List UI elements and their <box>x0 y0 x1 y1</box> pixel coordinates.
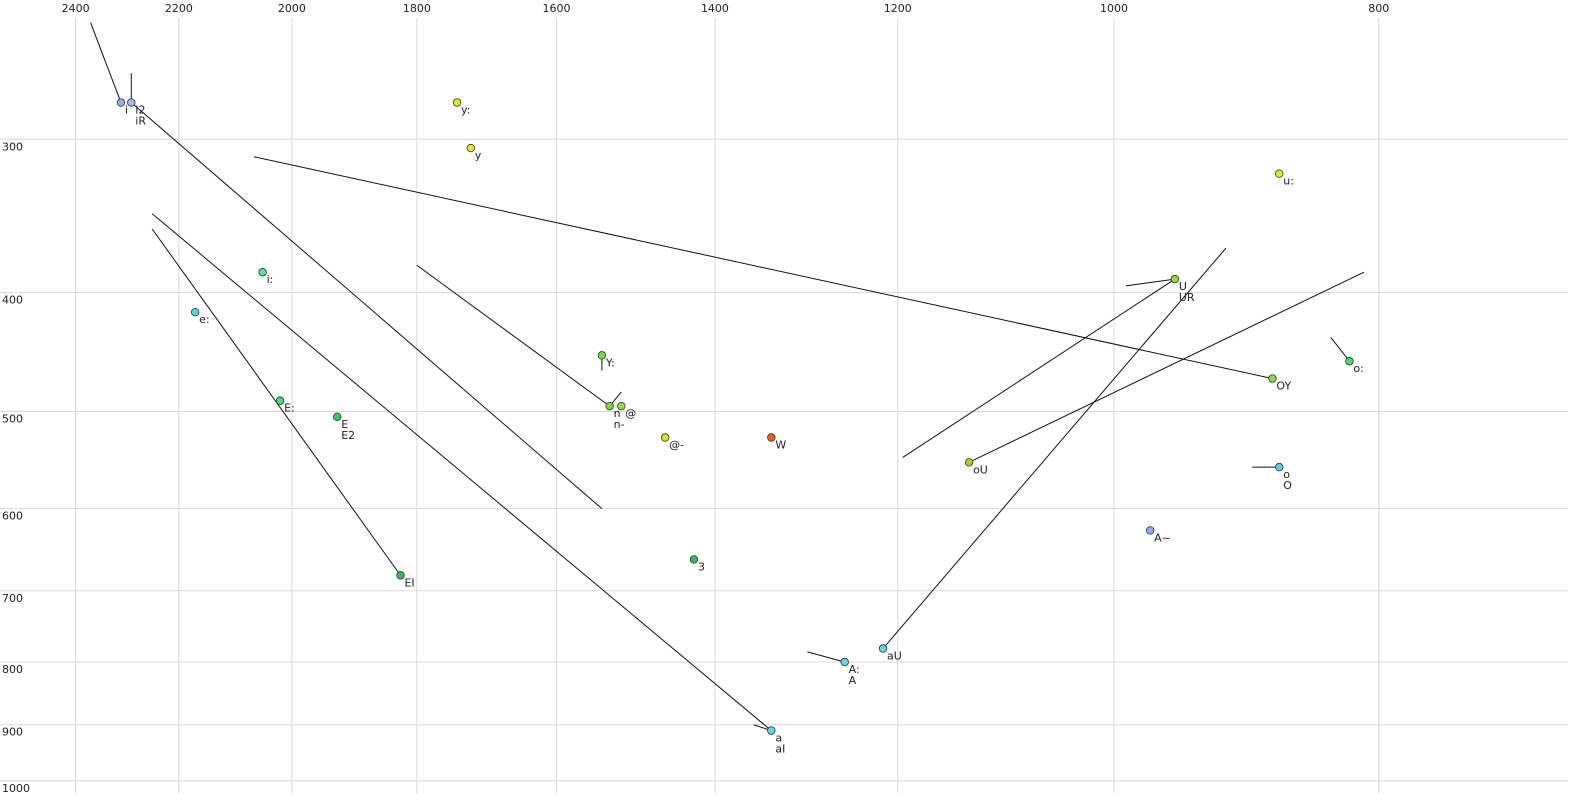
vowel-point <box>605 401 614 411</box>
trajectory <box>416 264 610 407</box>
vowel-label: E <box>341 418 348 431</box>
vowel-label: U <box>1179 280 1187 293</box>
vowel-point <box>396 571 405 580</box>
vowel-point <box>116 98 126 107</box>
vowel-label: W <box>775 439 786 452</box>
vowel-label: A <box>849 674 857 687</box>
x-tick-label: 2000 <box>278 2 306 15</box>
vowel-point <box>1145 526 1155 535</box>
vowel-label: a <box>775 732 782 745</box>
vowel-point <box>275 396 285 405</box>
trajectory <box>253 156 1273 380</box>
x-tick-label: 1800 <box>403 2 431 15</box>
y-tick-label: 700 <box>2 592 23 605</box>
vowel-label: i <box>125 104 128 117</box>
trajectory <box>882 247 1227 649</box>
vowel-label: n- <box>614 418 625 431</box>
x-tick-label: 1200 <box>884 2 912 15</box>
trajectory <box>1330 336 1350 362</box>
vowel-label: A~ <box>1154 531 1171 544</box>
vowel-label: i: <box>267 273 274 286</box>
vowel-point <box>258 268 267 277</box>
vowel-point <box>1345 357 1354 366</box>
vowel-point <box>840 657 849 667</box>
vowel-point <box>466 143 475 153</box>
vowel-label: 3 <box>698 560 705 573</box>
vowel-label: o: <box>1353 362 1363 375</box>
y-tick-label: 800 <box>2 663 23 676</box>
vowel-label: y: <box>461 104 470 117</box>
trajectory <box>902 278 1176 458</box>
x-tick-label: 1400 <box>701 2 729 15</box>
vowel-label: Y: <box>605 356 615 369</box>
vowel-point <box>767 726 776 735</box>
trajectory <box>130 102 603 510</box>
y-tick-label: 400 <box>2 294 23 307</box>
x-tick-label: 2400 <box>62 2 90 15</box>
trajectory <box>968 271 1365 463</box>
trajectory <box>1125 278 1175 287</box>
y-tick-label: 1000 <box>2 782 30 795</box>
vowel-point <box>127 98 136 107</box>
vowel-point <box>878 644 888 653</box>
vowel-label: UR <box>1179 291 1195 304</box>
vowel-label: @- <box>669 439 684 452</box>
vowel-point <box>1170 274 1180 284</box>
vowel-point <box>1275 169 1284 178</box>
vowel-point <box>617 401 626 411</box>
x-tick-label: 800 <box>1368 2 1389 15</box>
vowel-point <box>333 412 342 422</box>
vowel-label: E2 <box>341 429 355 442</box>
vowel-label: y <box>475 149 482 162</box>
vowel-label: aI <box>775 743 785 756</box>
x-tick-label: 1600 <box>543 2 571 15</box>
vowel-label: OY <box>1276 380 1291 393</box>
vowel-label: n <box>614 407 621 420</box>
vowel-label: oU <box>973 463 988 476</box>
vowel-point <box>689 555 699 564</box>
vowel-label: iR <box>135 115 146 128</box>
vowel-label: @ <box>625 407 636 420</box>
vowel-point <box>190 308 200 317</box>
vowel-label: I2 <box>135 104 145 117</box>
y-tick-label: 600 <box>2 510 23 523</box>
vowel-label: E: <box>284 402 295 415</box>
vowel-point <box>597 351 607 360</box>
vowel-label: O <box>1283 479 1292 492</box>
vowel-point <box>767 433 776 442</box>
y-tick-label: 500 <box>2 413 23 426</box>
vowel-label: e: <box>199 313 209 326</box>
vowel-point <box>660 433 670 442</box>
x-tick-label: 1000 <box>1100 2 1128 15</box>
vowel-point <box>452 98 462 107</box>
vowel-point <box>1268 374 1277 383</box>
vowel-point <box>1275 462 1284 472</box>
vowel-label: u: <box>1283 175 1294 188</box>
y-tick-label: 900 <box>2 726 23 739</box>
vowel-label: EI <box>404 576 414 589</box>
trajectory <box>90 22 122 103</box>
trajectory <box>807 651 845 663</box>
vowel-label: A: <box>849 663 860 676</box>
y-tick-label: 300 <box>2 140 23 153</box>
vowel-label: aU <box>887 649 902 662</box>
trajectory <box>151 213 772 732</box>
vowel-label: o <box>1283 468 1290 481</box>
x-tick-label: 2200 <box>165 2 193 15</box>
vowel-point <box>964 458 974 467</box>
